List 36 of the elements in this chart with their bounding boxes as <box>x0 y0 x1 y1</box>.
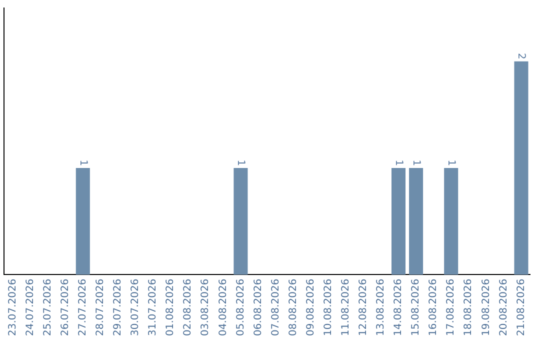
x-tick-label: 15.08.2026 <box>410 278 422 336</box>
x-tick-label: 27.07.2026 <box>77 278 88 336</box>
x-tick-label: 06.08.2026 <box>252 278 264 336</box>
x-tick-label: 13.08.2026 <box>376 278 387 336</box>
x-tick-label: 30.07.2026 <box>130 278 142 336</box>
x-tick-label: 10.08.2026 <box>322 278 334 336</box>
x-tick-label: 16.08.2026 <box>428 278 440 336</box>
data-label: 1 <box>235 160 246 166</box>
x-tick-label: 14.08.2026 <box>393 278 404 336</box>
x-tick-label: 11.08.2026 <box>340 278 352 336</box>
x-tick-label: 23.07.2026 <box>7 278 18 336</box>
x-tick-label: 18.08.2026 <box>463 278 474 336</box>
x-tick-label: 04.08.2026 <box>218 278 229 336</box>
x-tick-label: 07.08.2026 <box>270 278 282 336</box>
x-tick-label: 03.08.2026 <box>200 278 212 336</box>
x-tick-label: 05.08.2026 <box>235 278 246 336</box>
x-tick-label: 12.08.2026 <box>358 278 370 336</box>
x-tick-label: 21.08.2026 <box>516 278 527 336</box>
x-tick-label: 29.07.2026 <box>112 278 124 336</box>
x-tick-label: 26.07.2026 <box>60 278 71 336</box>
x-tick-label: 24.07.2026 <box>24 278 36 336</box>
x-tick-label: 31.07.2026 <box>148 278 159 336</box>
data-label: 1 <box>410 160 422 166</box>
x-tick-label: 19.08.2026 <box>480 278 492 336</box>
x-tick-label: 17.08.2026 <box>446 278 457 336</box>
x-tick-label: 09.08.2026 <box>305 278 316 336</box>
x-tick-label: 20.08.2026 <box>498 278 510 336</box>
x-tick-label: 08.08.2026 <box>288 278 299 336</box>
x-tick-label: 02.08.2026 <box>182 278 194 336</box>
x-tick-label: 01.08.2026 <box>165 278 176 336</box>
x-tick-label: 25.07.2026 <box>42 278 54 336</box>
data-label: 1 <box>77 160 88 166</box>
data-label: 1 <box>392 160 404 166</box>
data-label: 2 <box>516 52 527 60</box>
x-tick-label: 28.07.2026 <box>95 278 106 336</box>
data-label: 1 <box>446 160 457 166</box>
